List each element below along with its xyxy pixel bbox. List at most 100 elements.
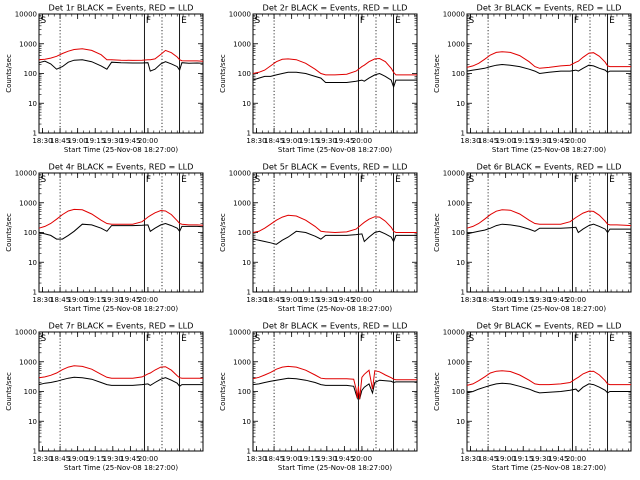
x-tick-label: 18:45 [50, 137, 70, 145]
panel-title: Det 2r BLACK = Events, RED = LLD [263, 3, 408, 13]
x-tick-label: 18:45 [264, 137, 284, 145]
x-tick-label: 19:45 [334, 296, 354, 304]
x-tick-label: 19:00 [282, 296, 302, 304]
x-tick-label: 19:15 [85, 137, 105, 145]
y-tick-label: 10 [28, 418, 37, 426]
panel-title: Det 8r BLACK = Events, RED = LLD [263, 321, 408, 331]
y-tick-label: 1000 [447, 199, 465, 207]
y-tick-label: 1 [247, 130, 251, 138]
panel-title: Det 6r BLACK = Events, RED = LLD [477, 162, 622, 172]
series-lld-line [38, 208, 204, 229]
panel-title: Det 5r BLACK = Events, RED = LLD [263, 162, 408, 172]
series-events-line [466, 382, 631, 394]
x-tick-label: 19:00 [68, 137, 88, 145]
y-tick-label: 10000 [443, 329, 465, 337]
x-tick-label: 19:15 [299, 455, 319, 463]
x-tick-label: 18:30 [246, 296, 266, 304]
series-events-line [466, 63, 631, 75]
x-axis-label: Start Time (25-Nov-08 18:27:00) [278, 305, 392, 313]
x-tick-label: 19:15 [513, 296, 533, 304]
marker-f-label: F [574, 175, 579, 185]
x-tick-label: 20:00 [138, 455, 158, 463]
panel-title: Det 9r BLACK = Events, RED = LLD [477, 321, 622, 331]
x-tick-label: 20:00 [566, 455, 586, 463]
panel-det-5: Det 5r BLACK = Events, RED = LLD 1 10 100 10… [219, 162, 418, 313]
x-tick-label: 19:00 [68, 296, 88, 304]
x-tick-label: 19:45 [548, 137, 568, 145]
series-lld-line [38, 48, 204, 62]
plot-frame [252, 13, 418, 134]
x-tick-label: 18:30 [32, 296, 52, 304]
x-tick-label: 19:45 [548, 296, 568, 304]
x-tick-label: 19:30 [103, 137, 123, 145]
y-tick-label: 1000 [233, 358, 251, 366]
y-axis-label: Counts/sec [219, 372, 227, 411]
x-tick-label: 19:45 [120, 455, 140, 463]
panel-det-6: Det 6r BLACK = Events, RED = LLD 1 10 100 10… [433, 162, 632, 313]
y-tick-label: 10000 [443, 170, 465, 178]
series-lld-line [38, 365, 203, 379]
panel-det-8: Det 8r BLACK = Events, RED = LLD 1 10 100 10… [219, 321, 418, 472]
plot-frame [466, 172, 632, 293]
series-lld-line [252, 365, 417, 400]
marker-f-label: F [360, 175, 365, 185]
marker-s-label: S [255, 16, 261, 26]
x-tick-label: 19:00 [496, 455, 516, 463]
marker-e-label: E [609, 334, 615, 344]
x-axis-label: Start Time (25-Nov-08 18:27:00) [492, 305, 606, 313]
x-tick-label: 20:00 [138, 137, 158, 145]
x-tick-label: 18:45 [478, 455, 498, 463]
y-tick-label: 100 [24, 388, 37, 396]
marker-e-label: E [181, 16, 187, 26]
x-tick-label: 18:30 [246, 455, 266, 463]
x-tick-label: 19:00 [496, 296, 516, 304]
panel-det-4: Det 4r BLACK = Events, RED = LLD 1 10 100 10… [5, 162, 204, 313]
y-tick-label: 1000 [233, 199, 251, 207]
x-axis-label: Start Time (25-Nov-08 18:27:00) [492, 464, 606, 472]
marker-s-label: S [41, 334, 47, 344]
plot-frame [38, 331, 204, 452]
marker-f-label: F [146, 175, 151, 185]
x-tick-label: 20:00 [352, 455, 372, 463]
panel-det-2: Det 2r BLACK = Events, RED = LLD 1 10 100 10… [219, 3, 418, 154]
marker-s-label: S [469, 16, 475, 26]
y-tick-label: 1 [33, 289, 37, 297]
y-tick-label: 1 [33, 448, 37, 456]
y-tick-label: 10 [28, 100, 37, 108]
marker-s-label: S [469, 175, 475, 185]
y-axis-label: Counts/sec [433, 372, 441, 411]
x-tick-label: 19:00 [282, 455, 302, 463]
x-tick-label: 18:45 [50, 296, 70, 304]
y-axis-label: Counts/sec [433, 54, 441, 93]
x-tick-label: 19:00 [68, 455, 88, 463]
x-tick-label: 18:45 [264, 296, 284, 304]
y-tick-label: 100 [238, 229, 251, 237]
y-axis-label: Counts/sec [5, 54, 13, 93]
series-events-line [252, 230, 417, 245]
y-tick-label: 1000 [19, 40, 37, 48]
marker-e-label: E [181, 175, 187, 185]
plot-frame [38, 13, 204, 134]
y-tick-label: 10000 [15, 170, 37, 178]
y-axis-label: Counts/sec [5, 372, 13, 411]
marker-s-label: S [255, 175, 261, 185]
x-tick-label: 19:30 [531, 296, 551, 304]
x-tick-label: 18:30 [32, 137, 52, 145]
x-tick-label: 20:00 [566, 137, 586, 145]
series-events-line [466, 223, 631, 235]
x-tick-label: 20:00 [138, 296, 158, 304]
x-axis-label: Start Time (25-Nov-08 18:27:00) [278, 464, 392, 472]
series-lld-line [252, 214, 417, 234]
panel-det-7: Det 7r BLACK = Events, RED = LLD 1 10 100 10… [5, 321, 204, 472]
x-tick-label: 18:30 [246, 137, 266, 145]
x-tick-label: 18:30 [460, 296, 480, 304]
x-axis-label: Start Time (25-Nov-08 18:27:00) [64, 305, 178, 313]
y-tick-label: 1 [247, 289, 251, 297]
y-tick-label: 100 [452, 70, 465, 78]
x-tick-label: 19:30 [317, 455, 337, 463]
y-tick-label: 1000 [19, 199, 37, 207]
y-tick-label: 1 [461, 130, 465, 138]
y-tick-label: 100 [452, 388, 465, 396]
x-tick-label: 19:45 [120, 296, 140, 304]
